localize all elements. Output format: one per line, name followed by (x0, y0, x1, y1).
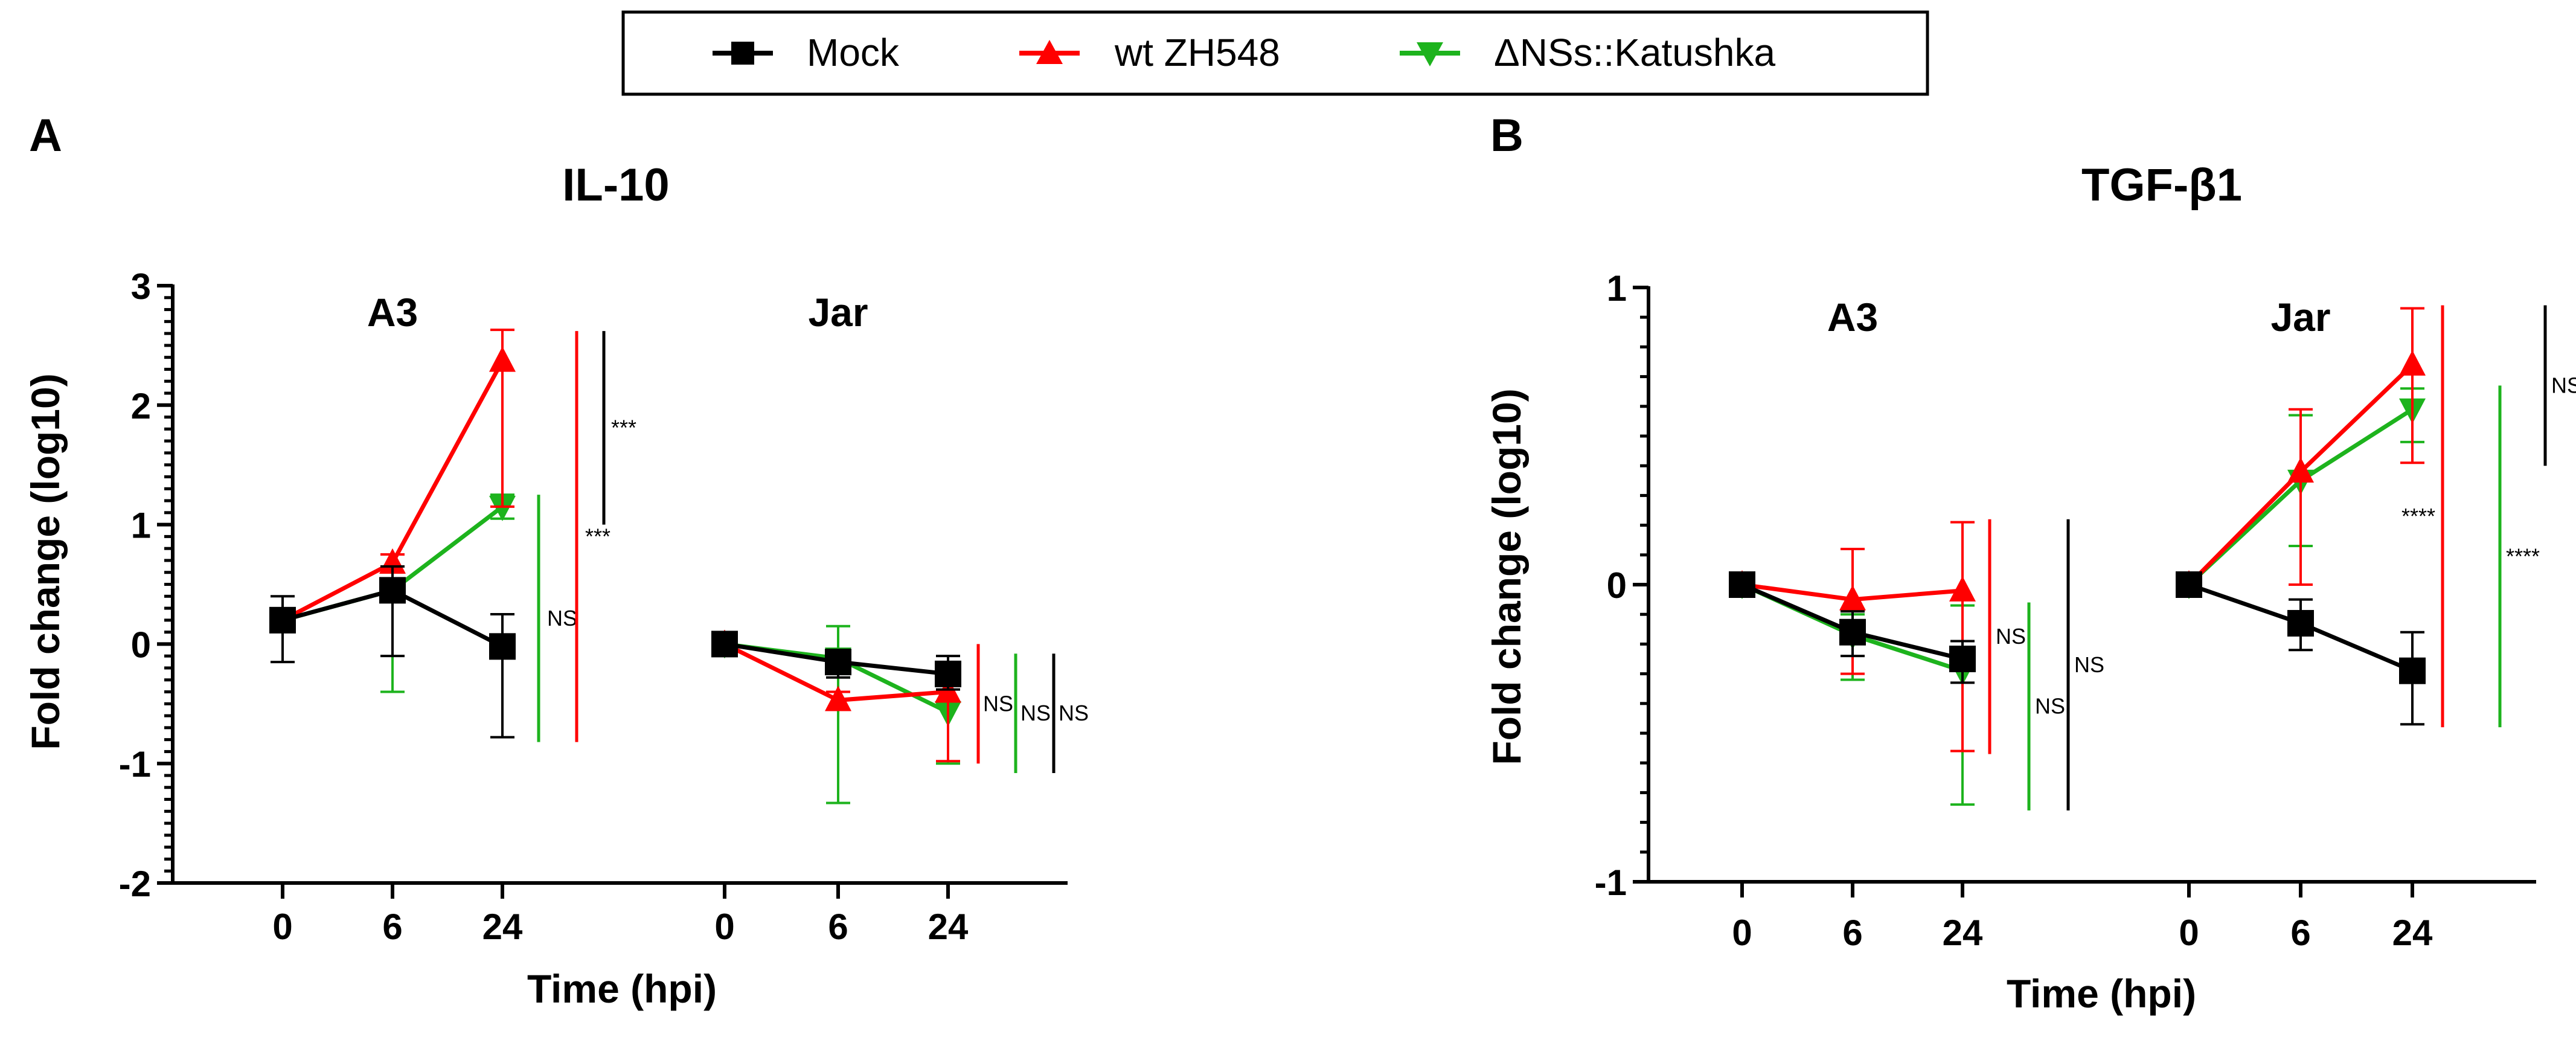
panel-a-x-tick-label: 0 (714, 907, 734, 947)
panel-b-group-jar-significance-label: **** (2401, 504, 2435, 528)
panel-b-group-jar-mock-point (2176, 571, 2202, 598)
panel-b-x-tick-label: 6 (2290, 913, 2310, 953)
panel-b-group-jar-mock-point (2399, 657, 2426, 684)
panel-b-group-jar-label: Jar (2270, 295, 2330, 339)
panel-a-plot: A3 *** NS *** Jar NS NS NS (269, 290, 1089, 804)
panel-a-title: IL-10 (562, 159, 669, 211)
panel-b-group-a3-mock-point (1949, 646, 1976, 672)
legend-item-dnss-katushka: ΔNSs::Katushka (1400, 31, 1775, 74)
panel-a-group-jar-mock-point (825, 649, 851, 676)
panel-a-axes: 3 2 1 0 -1 -2 0 6 24 0 6 24 (119, 266, 1068, 947)
legend-label-mock: Mock (807, 31, 900, 74)
panel-a-group-a3-mock-point (269, 606, 296, 634)
panel-b-group-jar-mock-point (2287, 609, 2314, 637)
panel-b-y-tick-label: 1 (1607, 268, 1627, 309)
panel-b-group-jar-wt-zh548-point (2399, 350, 2426, 376)
panel-a-group-a3-mock-point (489, 633, 516, 660)
panel-b-letter: B (1490, 110, 1523, 161)
panel-a-group-jar-wt-zh548-point (825, 685, 851, 711)
legend-marker-dnss-katushka (1417, 42, 1443, 66)
panel-b-xlabel: Time (hpi) (2007, 971, 2196, 1016)
panel-a-y-tick-label: -2 (119, 864, 151, 904)
panel-b-group-a3-wt-zh548-point (1839, 585, 1866, 611)
panel-b-y-tick-label: 0 (1607, 565, 1627, 606)
panel-a-letter: A (29, 110, 62, 161)
panel-b-y-tick-label: -1 (1595, 862, 1627, 903)
legend-marker-mock (731, 42, 754, 65)
panel-a-y-tick-label: 0 (131, 624, 151, 665)
panel-a-x-tick-label: 6 (382, 907, 402, 947)
panel-b-title: TGF-β1 (2081, 159, 2242, 211)
panel-a-group-a3-significance-label: *** (611, 415, 636, 440)
panel-a-x-tick-label: 24 (928, 907, 969, 947)
panel-b-group-jar-significance-label: NS (2551, 373, 2576, 397)
panel-b-group-a3-wt-zh548-point (1949, 576, 1976, 602)
panel-a-group-jar-significance-label: NS (1020, 701, 1051, 725)
panel-b-group-a3-label: A3 (1827, 295, 1878, 339)
panel-a-y-tick-label: 1 (131, 506, 151, 546)
panel-b-group-a3-significance-label: NS (2074, 652, 2104, 677)
panel-a-ylabel: Fold change (log10) (23, 373, 68, 750)
panel-b-group-a3-significance-label: NS (2035, 694, 2065, 719)
panel-b-group-jar-wt-zh548-point (2287, 457, 2314, 483)
panel-a-group-jar-mock-point (711, 631, 738, 658)
panel-b-axes: 1 0 -1 0 6 24 0 6 24 (1595, 268, 2536, 953)
legend-frame (621, 10, 1929, 96)
panel-b-x-tick-label: 24 (2392, 913, 2433, 953)
panel-b-group-a3-mock-point (1729, 571, 1755, 598)
panel-b-group-jar-significance-label: **** (2506, 544, 2540, 568)
panel-a-y-tick-label: 3 (131, 266, 151, 307)
panel-a-group-a3-significance-label: NS (547, 606, 577, 631)
panel-a-group-a3-significance-label: *** (585, 524, 610, 548)
panel-b-x-tick-label: 0 (1732, 913, 1752, 953)
panel-a-group-a3-wt-zh548-point (489, 346, 516, 372)
panel-a-group-jar-significance-label: NS (1059, 701, 1089, 725)
legend-label-dnss-katushka: ΔNSs::Katushka (1494, 31, 1775, 74)
legend: Mock wt ZH548 ΔNSs::Katushka (621, 10, 1929, 96)
legend-label-wt-zh548: wt ZH548 (1114, 31, 1280, 74)
panel-a-group-a3-nss-katushka-point (489, 495, 516, 521)
panel-b-x-tick-label: 6 (1842, 913, 1862, 953)
legend-marker-wt-zh548 (1036, 40, 1063, 64)
panel-a-group-a3-mock-point (379, 577, 406, 604)
panel-b-ylabel: Fold change (log10) (1484, 388, 1529, 765)
panel-b-group-a3-significance-label: NS (1996, 624, 2026, 649)
panel-b-x-tick-label: 0 (2179, 913, 2199, 953)
panel-b-x-tick-label: 24 (1943, 913, 1983, 953)
panel-a-group-jar-significance-label: NS (983, 691, 1013, 716)
panel-a-x-tick-label: 24 (482, 907, 523, 947)
legend-item-mock: Mock (713, 31, 900, 74)
panel-a-x-tick-label: 6 (828, 907, 848, 947)
legend-item-wt-zh548: wt ZH548 (1019, 31, 1280, 74)
panel-a-y-tick-label: -1 (119, 744, 151, 785)
panel-b-plot: A3 NS NS NS Jar **** **** NS (1729, 295, 2576, 811)
panel-a-group-jar-mock-point (935, 660, 961, 687)
panel-a: A IL-10 Fold change (log10) Time (hpi) 3… (23, 110, 1089, 1011)
panel-a-group-a3-label: A3 (367, 290, 418, 335)
panel-a-x-tick-label: 0 (272, 907, 292, 947)
panel-a-xlabel: Time (hpi) (527, 966, 717, 1011)
panel-a-group-jar-label: Jar (808, 290, 868, 335)
panel-a-y-tick-label: 2 (131, 386, 151, 426)
panel-b-group-a3-mock-point (1839, 618, 1866, 646)
panel-b: B TGF-β1 Fold change (log10) Time (hpi) … (1484, 110, 2576, 1016)
